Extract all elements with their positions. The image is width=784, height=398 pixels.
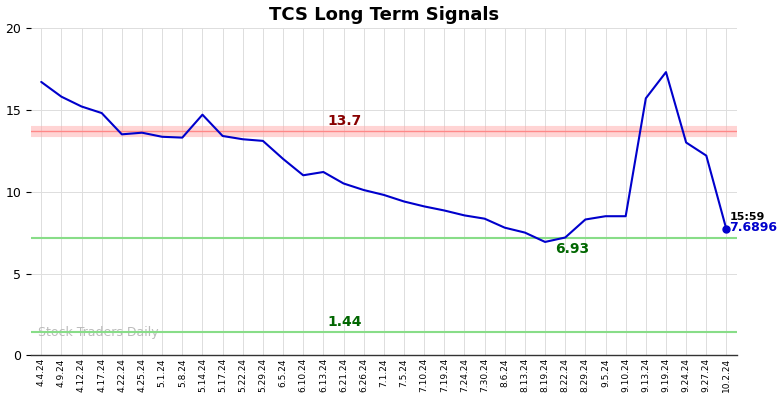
Text: 7.6896: 7.6896 <box>729 221 778 234</box>
Text: 13.7: 13.7 <box>328 114 361 128</box>
Text: Stock Traders Daily: Stock Traders Daily <box>38 326 159 339</box>
Title: TCS Long Term Signals: TCS Long Term Signals <box>269 6 499 23</box>
Text: 1.44: 1.44 <box>327 315 361 329</box>
Text: 15:59: 15:59 <box>729 212 765 222</box>
Text: 6.93: 6.93 <box>555 242 590 256</box>
